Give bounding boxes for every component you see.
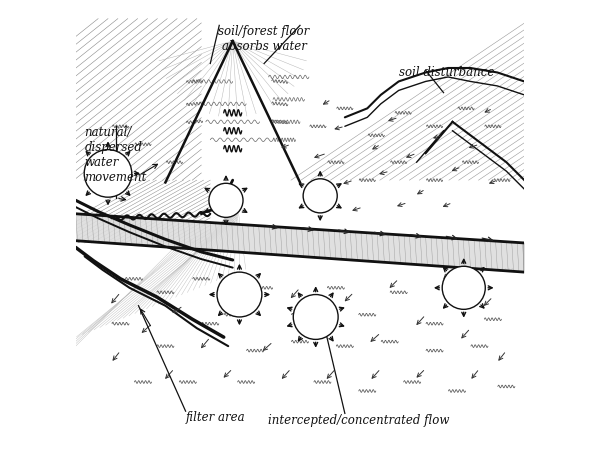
Text: filter area: filter area [185, 411, 245, 424]
Circle shape [217, 272, 262, 317]
Text: intercepted/concentrated flow: intercepted/concentrated flow [268, 414, 449, 427]
Text: soil/forest floor
absorbs water: soil/forest floor absorbs water [218, 25, 310, 54]
Circle shape [442, 266, 485, 309]
Circle shape [84, 150, 132, 197]
Circle shape [209, 183, 243, 217]
Text: natural/
dispersed
water
movement: natural/ dispersed water movement [85, 126, 147, 184]
Circle shape [303, 179, 337, 213]
Circle shape [293, 295, 338, 339]
Text: soil disturbance: soil disturbance [398, 66, 494, 79]
